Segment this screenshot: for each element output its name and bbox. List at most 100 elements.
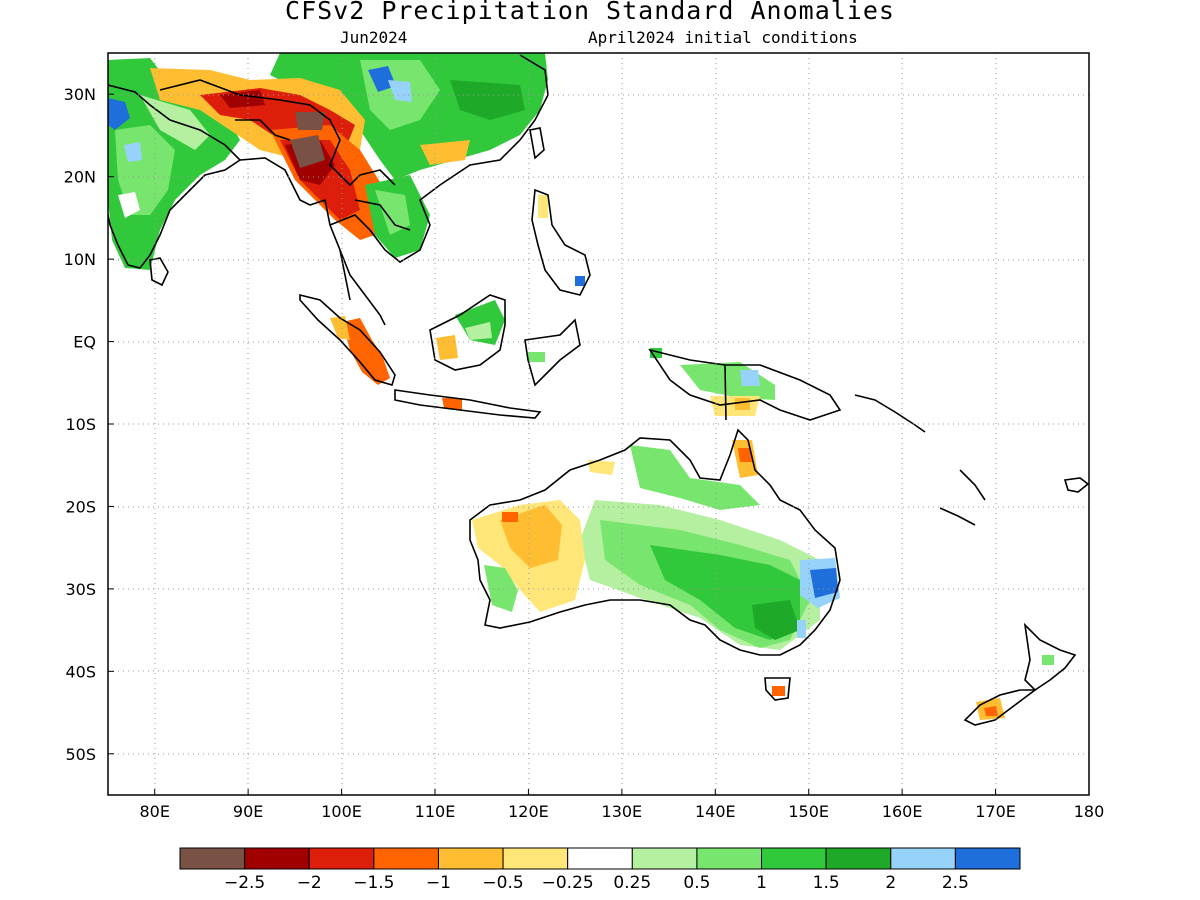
colorbar-label: −2 [297,873,322,893]
coast-sri-lanka [149,257,169,287]
coast-taiwan [529,127,545,160]
border-asia-3 [354,199,411,231]
coast-bay-of-bengal [239,157,351,301]
coast-nz-north [1023,622,1077,692]
coast-indochina [329,54,549,263]
lat-tick-label: 40S [65,662,96,681]
anomaly-australia-west-red [502,512,518,522]
lat-tick-label: EQ [73,333,96,352]
anomaly-india-lightblue [124,142,142,162]
lat-tick-label: 30S [65,580,96,599]
anomaly-newzealand-red [984,706,998,716]
anomaly-australia-darkgreen [752,600,800,640]
colorbar-label: −1.5 [353,873,394,893]
anomaly-tibet-brown [295,112,325,130]
colorbar: −2.5 −2 −1.5 −1 −0.5 −0.25 0.25 0.5 1 1.5 2 2.5 [179,847,1021,893]
lon-tick-label: 120E [508,802,549,821]
lat-tick-label: 50S [65,745,96,764]
anomaly-newguinea-green [680,362,775,400]
coastlines [108,54,1089,726]
anomaly-australia-north-green [630,445,760,510]
anomaly-field [108,53,1054,720]
coast-borneo [429,294,506,371]
coast-sumatra [299,293,396,386]
anomaly-china-blue [368,66,396,92]
colorbar-label: 2 [885,873,896,893]
colorbar-swatch [696,847,763,870]
colorbar-swatch [437,847,504,870]
anomaly-indochina-lightgreen [375,190,410,235]
colorbar-label: 1.5 [813,873,840,893]
colorbar-label: 2.5 [942,873,969,893]
anomaly-philippines-yellow [538,195,548,218]
anomaly-newguinea-blue [740,370,760,386]
colorbar-label: 0.5 [683,873,710,893]
grid [108,53,1089,795]
anomaly-borneo-lightgreen [465,322,492,340]
colorbar-label: −1 [426,873,451,893]
colorbar-swatch [373,847,439,870]
anomaly-newzealand-green [1042,655,1054,665]
anomaly-sumatra-yellow [330,316,350,340]
coast-malay-peninsula [339,249,386,326]
lon-tick-label: 90E [233,802,263,821]
border-asia-2 [235,119,291,141]
colorbar-label: 0.25 [613,873,651,893]
lon-tick-label: 170E [975,802,1016,821]
colorbar-swatch [890,847,956,870]
lon-tick-label: 180 [1074,802,1105,821]
colorbar-swatch [825,847,892,870]
anomaly-newguinea-orange [735,398,750,410]
anomaly-australia-west-green [484,565,518,612]
coast-sulawesi [524,318,581,387]
anomaly-tasmania-orange [772,686,785,696]
anomaly-borneo-yellow [436,335,458,360]
anomaly-philippines-blue [575,276,585,286]
colorbar-swatch [954,847,1021,870]
coast-java [394,389,542,419]
border-png [724,364,727,421]
colorbar-swatch [631,847,698,870]
colorbar-swatch [244,847,310,870]
anomaly-india-blue [108,98,130,130]
colorbar-label: 1 [756,873,767,893]
coast-nz-south [963,689,1038,726]
colorbar-swatch [761,847,827,870]
border-asia-1 [159,79,396,187]
lon-tick-label: 160E [882,802,923,821]
coast-south-asia [108,84,242,269]
lat-tick-label: 30N [64,85,96,104]
lat-tick-label: 20S [65,497,96,516]
colorbar-swatch [308,847,375,870]
longitude-ticks: 80E 90E 100E 110E 120E 130E 140E 150E 160E 170E 18… [139,789,1104,821]
lon-tick-label: 110E [415,802,456,821]
colorbar-label: −0.5 [482,873,523,893]
latitude-ticks: 30N 20N 10N EQ 10S 20S 30S 40S 50S [64,85,114,764]
anomaly-sumatra-red [342,318,390,385]
lon-tick-label: 140E [695,802,736,821]
lat-tick-label: 10S [65,415,96,434]
coast-fiji [1063,477,1089,493]
colorbar-label: −0.25 [542,873,594,893]
anomaly-china-yellow [420,140,470,165]
coast-solomons [854,394,926,433]
anomaly-china-darkgreen [450,80,525,120]
anomaly-china-lightblue [388,80,412,102]
coast-new-guinea [648,348,842,421]
coast-philippines [531,188,591,296]
lon-tick-label: 130E [602,802,643,821]
anomaly-australia-blue [810,568,838,598]
initial-conditions-label: April2024 initial conditions [588,28,858,47]
coast-vanuatu [959,469,986,501]
colorbar-swatch [567,847,633,870]
lat-tick-label: 20N [64,168,96,187]
lon-tick-label: 80E [139,802,169,821]
colorbar-swatch [502,847,569,870]
coast-australia [469,428,841,656]
colorbar-swatch [179,847,246,870]
lat-tick-label: 10N [64,250,96,269]
valid-month-label: Jun2024 [340,28,408,47]
anomaly-australia-blue-small [797,620,806,638]
anomaly-myanmar-brown [290,135,325,168]
colorbar-label: −2.5 [224,873,265,893]
